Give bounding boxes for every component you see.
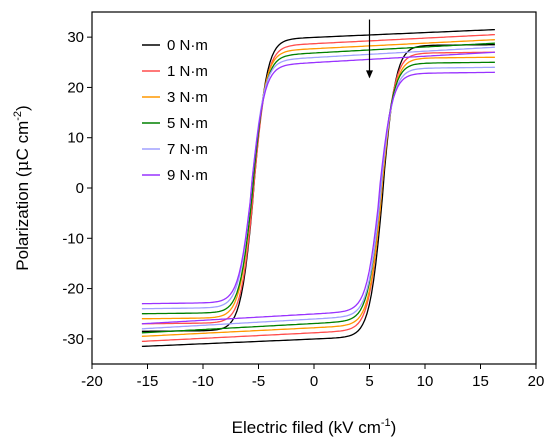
series-line-lower-3 xyxy=(141,61,495,334)
series-line-lower-2 xyxy=(141,56,495,337)
series-line-lower-0 xyxy=(141,44,495,348)
y-tick-label: -20 xyxy=(62,281,84,298)
series-line-lower-5 xyxy=(141,71,495,325)
y-tick-label: 0 xyxy=(76,180,84,197)
legend-label: 7 N·m xyxy=(167,141,208,158)
trend-arrow xyxy=(366,19,373,79)
x-tick-label: 15 xyxy=(472,373,489,390)
x-tick-label: 20 xyxy=(528,373,545,390)
legend: 0 N·m 1 N·m 3 N·m 5 N·m 7 N·m 9 N·m xyxy=(142,37,208,184)
series-line-lower-4 xyxy=(141,66,495,330)
hysteresis-curves xyxy=(141,28,495,348)
series-line-upper-0 xyxy=(141,28,495,332)
legend-label: 1 N·m xyxy=(167,63,208,80)
x-axis-title-close: ) xyxy=(391,418,397,437)
x-tick-label: -5 xyxy=(252,373,265,390)
y-axis-title-sup: -2 xyxy=(12,111,24,121)
x-tick-label: -15 xyxy=(137,373,159,390)
legend-label: 5 N·m xyxy=(167,115,208,132)
y-tick-label: -10 xyxy=(62,230,84,247)
y-axis-title-text: Polarization ( xyxy=(13,171,32,271)
y-axis-title-mu: μ xyxy=(13,160,33,171)
legend-label: 3 N·m xyxy=(167,89,208,106)
y-tick-label: 10 xyxy=(67,130,84,147)
legend-label: 9 N·m xyxy=(167,167,208,184)
y-axis-title: Polarization (μC cm-2) xyxy=(12,105,33,270)
x-axis-title-sup: -1 xyxy=(381,417,391,429)
y-axis-title-unit: C cm xyxy=(13,121,32,161)
y-axis-title-close: ) xyxy=(13,105,32,111)
arrow-head xyxy=(366,70,373,79)
x-tick-label: 10 xyxy=(417,373,434,390)
x-axis-title: Electric filed (kV cm-1) xyxy=(232,417,397,437)
y-tick-label: -30 xyxy=(62,331,84,348)
x-axis-title-text: Electric filed (kV cm xyxy=(232,418,381,437)
series-line-lower-1 xyxy=(141,51,495,343)
y-tick-label: 20 xyxy=(67,79,84,96)
x-tick-label: 0 xyxy=(310,373,318,390)
x-tick-label: 5 xyxy=(365,373,373,390)
plot-frame xyxy=(91,11,537,365)
x-tick-label: -20 xyxy=(81,373,103,390)
plot-area xyxy=(91,11,537,365)
series-line-upper-4 xyxy=(141,46,495,310)
series-line-upper-5 xyxy=(141,51,495,305)
y-tick-label: 30 xyxy=(67,29,84,46)
legend-label: 0 N·m xyxy=(167,37,208,54)
y-axis-ticks: -30 -20 -10 0 10 20 30 xyxy=(62,29,92,348)
x-axis-ticks: -20 -15 -10 -5 0 5 10 15 20 xyxy=(81,364,544,390)
series-line-upper-2 xyxy=(141,39,495,320)
series-line-upper-3 xyxy=(141,42,495,315)
x-tick-label: -10 xyxy=(192,373,214,390)
series-line-upper-1 xyxy=(141,33,495,325)
